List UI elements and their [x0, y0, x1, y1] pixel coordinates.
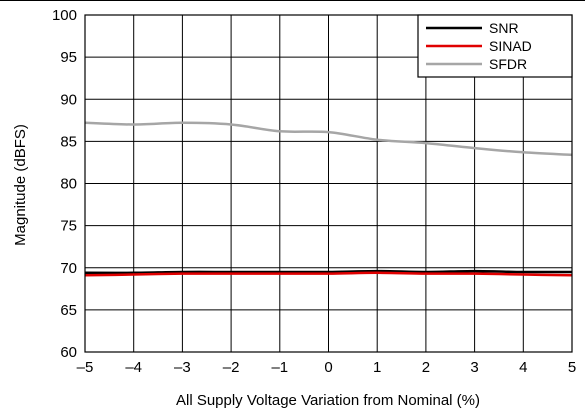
y-tick-label: 70: [60, 260, 77, 277]
top-rule: [0, 0, 585, 1]
x-tick-label: –4: [125, 359, 142, 376]
x-tick-label: –1: [271, 359, 288, 376]
grid-lines: [85, 15, 572, 352]
plot-frame: [84, 14, 573, 353]
x-axis-title: All Supply Voltage Variation from Nomina…: [176, 392, 480, 409]
x-tick-label: 4: [519, 359, 527, 376]
y-tick-labels: 60 65 70 75 80 85 90 95 100: [52, 7, 77, 361]
y-tick-label: 100: [52, 7, 77, 24]
legend-label-sfdr: SFDR: [489, 56, 527, 72]
y-tick-label: 65: [60, 302, 77, 319]
x-tick-label: 5: [568, 359, 576, 376]
y-axis-title: Magnitude (dBFS): [12, 124, 29, 246]
x-tick-label: 2: [422, 359, 430, 376]
series-line-sinad: [84, 271, 573, 277]
legend: SNR SINAD SFDR: [417, 14, 573, 78]
x-tick-label: 0: [324, 359, 332, 376]
x-tick-label: –3: [174, 359, 191, 376]
y-tick-label: 75: [60, 218, 77, 235]
y-tick-label: 90: [60, 91, 77, 108]
series-line-snr: [84, 269, 573, 275]
series-lines: [84, 121, 573, 277]
x-tick-label: –5: [77, 359, 94, 376]
y-tick-label: 95: [60, 49, 77, 66]
x-tick-label: 3: [470, 359, 478, 376]
x-tick-label: –2: [223, 359, 240, 376]
y-tick-label: 60: [60, 344, 77, 361]
y-tick-label: 85: [60, 133, 77, 150]
legend-label-sinad: SINAD: [489, 38, 532, 54]
x-tick-labels: –5 –4 –3 –2 –1 0 1 2 3 4 5: [77, 359, 577, 376]
series-line-sfdr: [84, 121, 573, 157]
x-tick-label: 1: [373, 359, 381, 376]
y-tick-label: 80: [60, 176, 77, 193]
legend-label-snr: SNR: [489, 20, 519, 36]
